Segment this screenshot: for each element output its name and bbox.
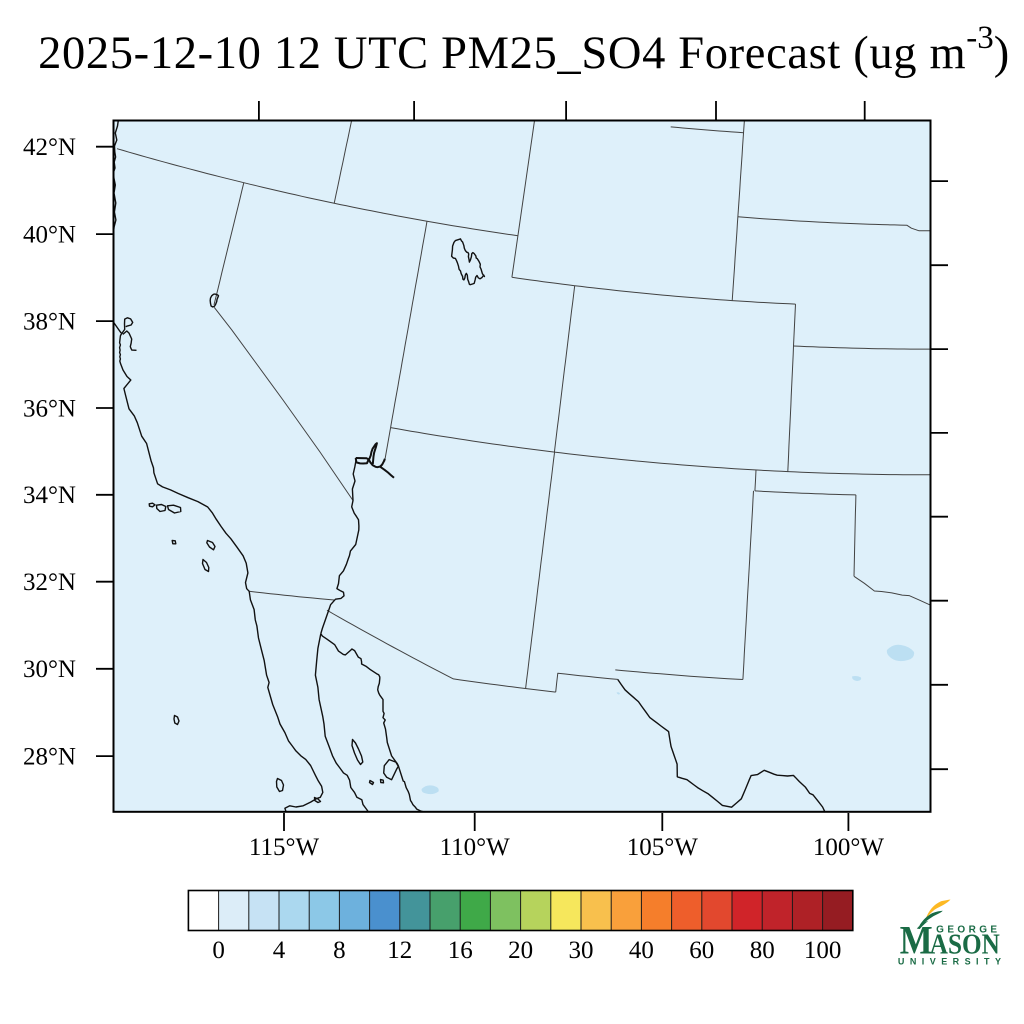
svg-text:60: 60 [689, 937, 714, 964]
svg-text:8: 8 [333, 937, 346, 964]
svg-text:20: 20 [508, 937, 533, 964]
svg-text:30°N: 30°N [23, 656, 76, 683]
svg-text:0: 0 [212, 937, 225, 964]
svg-text:36°N: 36°N [23, 395, 76, 422]
svg-text:30: 30 [569, 937, 594, 964]
svg-text:40°N: 40°N [23, 221, 76, 248]
svg-text:40: 40 [629, 937, 654, 964]
svg-text:100: 100 [804, 937, 842, 964]
svg-text:4: 4 [273, 937, 286, 964]
svg-text:16: 16 [448, 937, 473, 964]
svg-text:115°W: 115°W [249, 834, 320, 861]
svg-text:12: 12 [387, 937, 412, 964]
svg-text:32°N: 32°N [23, 569, 76, 596]
svg-text:M: M [900, 918, 933, 963]
svg-text:34°N: 34°N [23, 482, 76, 509]
svg-text:38°N: 38°N [23, 308, 76, 335]
svg-text:105°W: 105°W [627, 834, 698, 861]
svg-text:GEORGE: GEORGE [936, 925, 1000, 936]
svg-text:42°N: 42°N [23, 134, 76, 161]
svg-text:80: 80 [750, 937, 775, 964]
svg-text:ASON: ASON [930, 928, 1000, 960]
svg-text:100°W: 100°W [813, 834, 884, 861]
svg-text:28°N: 28°N [23, 743, 76, 770]
svg-text:UNIVERSITY: UNIVERSITY [898, 957, 1007, 967]
svg-text:110°W: 110°W [440, 834, 511, 861]
